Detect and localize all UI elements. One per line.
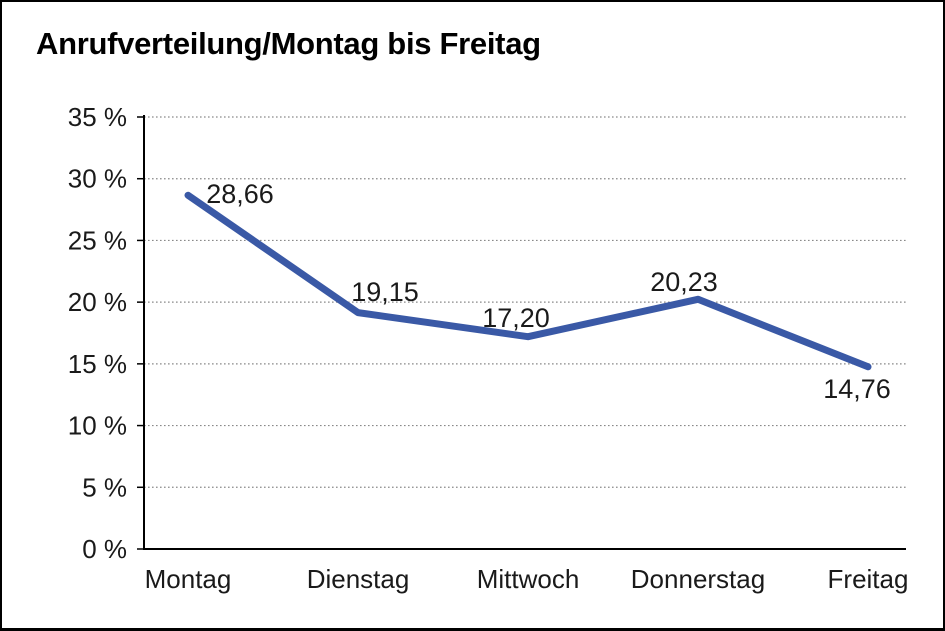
x-axis-label: Freitag bbox=[828, 564, 909, 594]
x-axis-label: Donnerstag bbox=[631, 564, 765, 594]
data-point-label: 28,66 bbox=[206, 179, 274, 209]
y-tick-label: 0 % bbox=[82, 534, 127, 564]
data-point-label: 19,15 bbox=[351, 277, 419, 307]
y-tick-label: 25 % bbox=[68, 225, 127, 255]
x-axis-label: Montag bbox=[145, 564, 232, 594]
y-tick-label: 30 % bbox=[68, 164, 127, 194]
y-tick-label: 15 % bbox=[68, 349, 127, 379]
data-point-label: 14,76 bbox=[823, 374, 891, 404]
x-axis-label: Mittwoch bbox=[477, 564, 580, 594]
chart-title: Anrufverteilung/Montag bis Freitag bbox=[36, 26, 541, 61]
x-axis-label: Dienstag bbox=[307, 564, 410, 594]
y-tick-label: 35 % bbox=[68, 102, 127, 132]
y-tick-label: 20 % bbox=[68, 287, 127, 317]
data-line-anrufverteilung bbox=[184, 191, 872, 371]
y-tick-label: 5 % bbox=[82, 472, 127, 502]
data-point-label: 17,20 bbox=[482, 303, 550, 333]
data-point-label: 20,23 bbox=[650, 267, 718, 297]
y-tick-label: 10 % bbox=[68, 411, 127, 441]
